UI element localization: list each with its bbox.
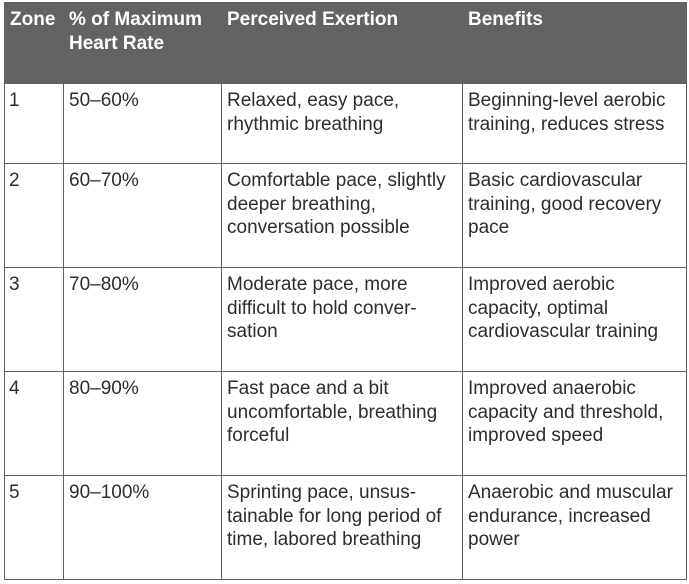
header-benefits: Benefits: [462, 2, 687, 84]
table-row: 4 80–90% Fast pace and a bit uncomfortab…: [4, 371, 687, 476]
heart-rate-cell: 50–60%: [63, 83, 222, 164]
benefits-cell: Improved aerobic capacity, optimal cardi…: [462, 267, 687, 372]
heart-rate-cell: 70–80%: [63, 267, 222, 372]
benefits-cell: Anaerobic and muscular endurance, increa…: [462, 475, 687, 580]
header-perceived-exertion: Perceived Exertion: [221, 2, 463, 84]
header-zone: Zone: [4, 2, 64, 84]
header-row: Zone % of Maximum Heart Rate Perceived E…: [4, 2, 687, 84]
benefits-cell: Basic cardiovascular training, good reco…: [462, 163, 687, 268]
header-max-heart-rate: % of Maximum Heart Rate: [63, 2, 222, 84]
table-body: 1 50–60% Relaxed, easy pace, rhythmic br…: [4, 83, 687, 580]
benefits-cell: Beginning-level aerobic training, reduce…: [462, 83, 687, 164]
zone-cell: 4: [4, 371, 64, 476]
exertion-cell: Relaxed, easy pace, rhythmic breathing: [221, 83, 463, 164]
exertion-cell: Moderate pace, more difficult to hold co…: [221, 267, 463, 372]
heart-rate-cell: 80–90%: [63, 371, 222, 476]
zone-cell: 1: [4, 83, 64, 164]
exertion-cell: Fast pace and a bit uncomfortable, breat…: [221, 371, 463, 476]
benefits-cell: Improved anaerobic capacity and threshol…: [462, 371, 687, 476]
table-row: 5 90–100% Sprinting pace, unsus-tainable…: [4, 475, 687, 580]
zone-cell: 3: [4, 267, 64, 372]
exertion-cell: Sprinting pace, unsus-tainable for long …: [221, 475, 463, 580]
exertion-cell: Comfortable pace, slightly deeper breath…: [221, 163, 463, 268]
zone-cell: 5: [4, 475, 64, 580]
table-row: 3 70–80% Moderate pace, more difficult t…: [4, 267, 687, 372]
table-row: 2 60–70% Comfortable pace, slightly deep…: [4, 163, 687, 268]
table-header: Zone % of Maximum Heart Rate Perceived E…: [4, 2, 687, 84]
table-row: 1 50–60% Relaxed, easy pace, rhythmic br…: [4, 83, 687, 164]
heart-rate-cell: 90–100%: [63, 475, 222, 580]
heart-rate-zones-table: Zone % of Maximum Heart Rate Perceived E…: [4, 2, 687, 580]
heart-rate-cell: 60–70%: [63, 163, 222, 268]
zone-cell: 2: [4, 163, 64, 268]
